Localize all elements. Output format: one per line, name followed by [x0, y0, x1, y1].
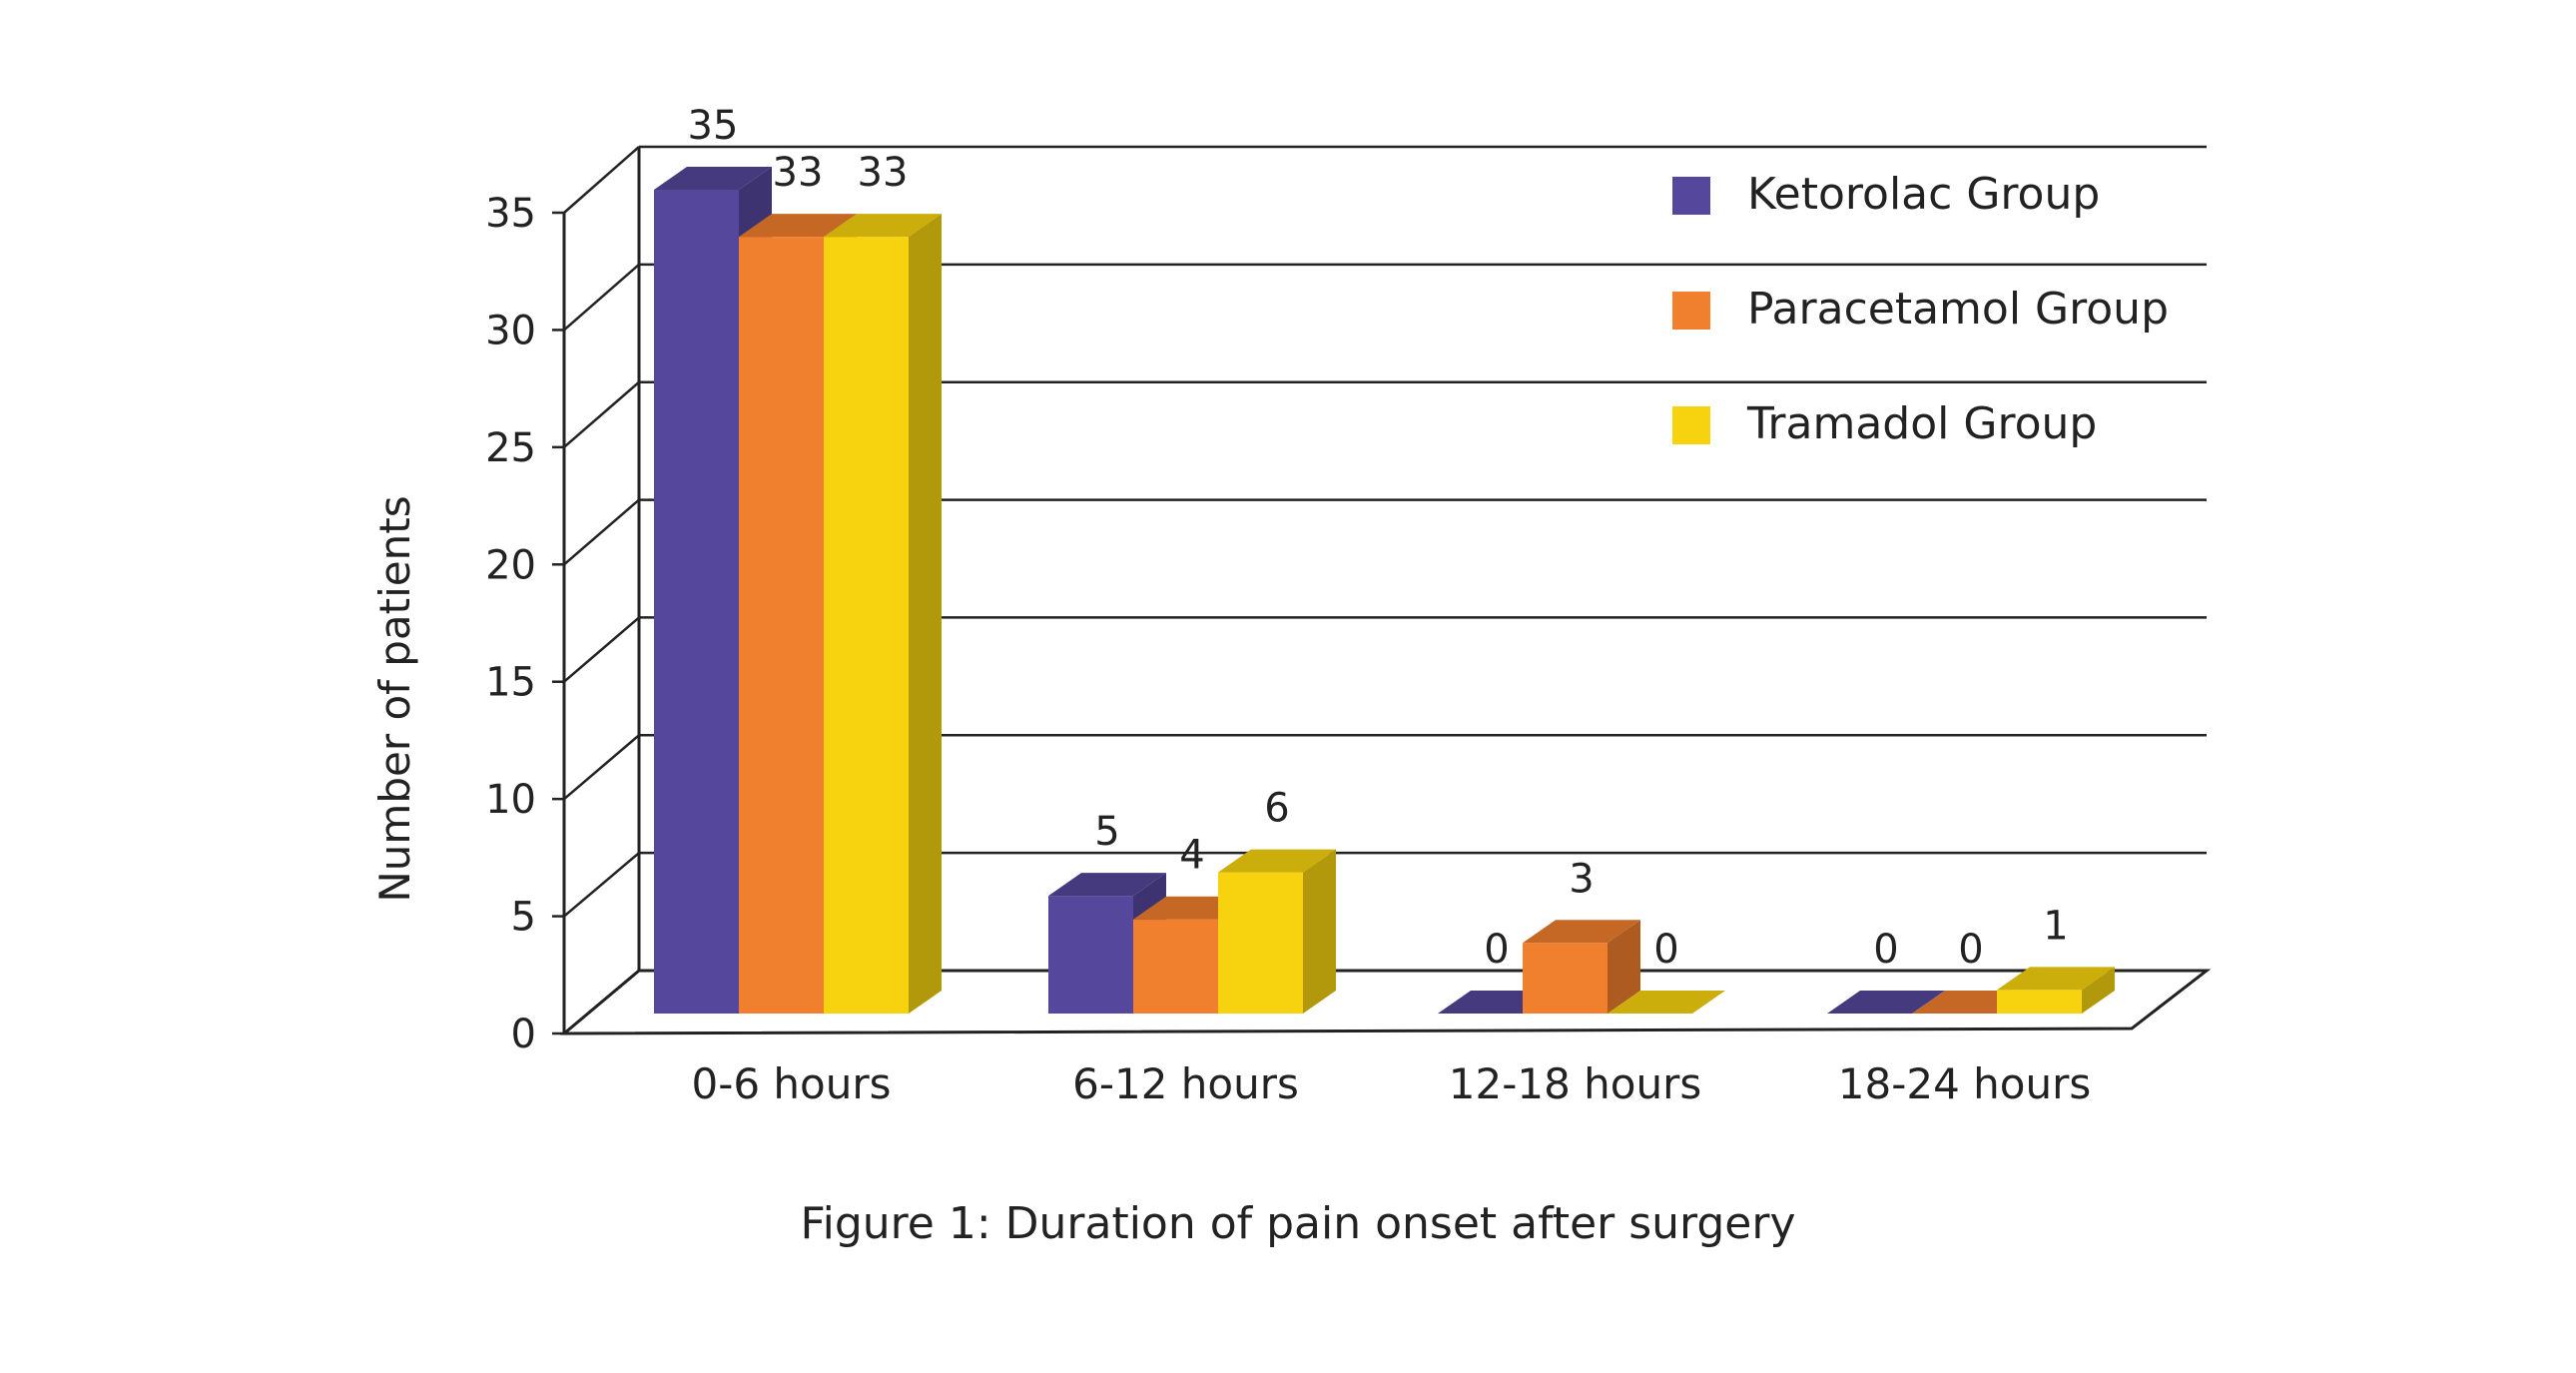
category-label: 12-18 hours	[1449, 1059, 1701, 1108]
gridline-depth	[563, 852, 640, 918]
legend-swatch	[1672, 177, 1710, 215]
bar-side	[1303, 849, 1336, 1014]
bar-side	[2082, 967, 2115, 1014]
bar-top	[1048, 873, 1166, 897]
value-label: 0	[1958, 927, 1983, 973]
bar-front	[739, 237, 824, 1015]
category-label: 0-6 hours	[691, 1059, 891, 1108]
figure-caption: Figure 1: Duration of pain onset after s…	[801, 1198, 1796, 1249]
legend: Ketorolac Group Paracetamol Group Tramadol…	[1672, 169, 2169, 449]
value-label: 5	[1094, 809, 1119, 855]
y-tick-label: 10	[485, 777, 536, 823]
value-label: 3	[1569, 856, 1594, 902]
value-label: 33	[858, 150, 909, 196]
value-label: 1	[2043, 903, 2068, 949]
bar-front	[824, 237, 909, 1015]
bar-front	[1048, 896, 1133, 1014]
legend-label: Tramadol Group	[1746, 398, 2097, 449]
y-tick-label: 30	[485, 308, 536, 353]
bar	[1608, 991, 1725, 1014]
category-labels: 0-6 hours 6-12 hours 12-18 hours 18-24 hour…	[691, 1059, 2091, 1108]
gridline-depth	[563, 380, 640, 448]
gridline-depth	[563, 970, 640, 1034]
y-tick-label: 5	[511, 895, 536, 941]
y-tick-label: 35	[485, 191, 536, 237]
bar-top	[739, 214, 857, 238]
y-axis-ticks: 0 5 10 15 20 25 30 35	[485, 191, 564, 1057]
y-tick-label: 15	[485, 660, 536, 706]
bar-top	[824, 214, 942, 238]
gridline-depth	[563, 498, 640, 566]
bar-top	[1997, 967, 2115, 991]
value-label: 0	[1873, 927, 1898, 973]
bar	[1997, 967, 2115, 1014]
legend-item: Tramadol Group	[1672, 398, 2097, 449]
legend-swatch	[1672, 406, 1710, 444]
bar-front	[1523, 943, 1608, 1014]
bar	[1218, 849, 1336, 1014]
value-label: 35	[688, 103, 739, 149]
value-label: 4	[1179, 833, 1204, 879]
y-tick-label: 25	[485, 425, 536, 471]
bar	[1523, 920, 1640, 1014]
value-labels: 35 5 0 0 33 4 3 0 33 6 0 1	[688, 103, 2069, 973]
gridline-depth	[563, 146, 640, 214]
category-label: 6-12 hours	[1072, 1059, 1299, 1108]
y-tick-label: 0	[511, 1012, 536, 1057]
legend-swatch	[1672, 292, 1710, 330]
bars	[654, 167, 2115, 1015]
bar	[824, 214, 942, 1015]
value-label: 33	[773, 150, 824, 196]
gridline-depth	[563, 263, 640, 332]
gridline-depth	[563, 734, 640, 801]
y-tick-label: 20	[485, 542, 536, 588]
value-label: 0	[1484, 927, 1509, 973]
legend-label: Ketorolac Group	[1747, 169, 2100, 220]
value-label: 0	[1653, 927, 1678, 973]
bar	[1827, 991, 1945, 1014]
legend-item: Ketorolac Group	[1672, 169, 2100, 220]
bar-front	[1997, 990, 2082, 1014]
category-label: 18-24 hours	[1838, 1059, 2091, 1108]
bar-side	[1608, 920, 1640, 1014]
y-axis-title: Number of patients	[370, 495, 419, 902]
bar-front	[654, 190, 739, 1014]
legend-item: Paracetamol Group	[1672, 284, 2169, 335]
bar-top	[1218, 849, 1336, 873]
bar-side	[909, 214, 942, 1015]
bar-top	[654, 167, 772, 190]
legend-label: Paracetamol Group	[1747, 284, 2169, 335]
bar-front	[1218, 872, 1303, 1014]
bar-front	[1133, 919, 1218, 1014]
value-label: 6	[1264, 786, 1289, 832]
bar-top	[1608, 991, 1725, 1014]
gridline-depth	[563, 616, 640, 683]
bar-top	[1523, 920, 1640, 944]
bar-top	[1827, 991, 1945, 1014]
